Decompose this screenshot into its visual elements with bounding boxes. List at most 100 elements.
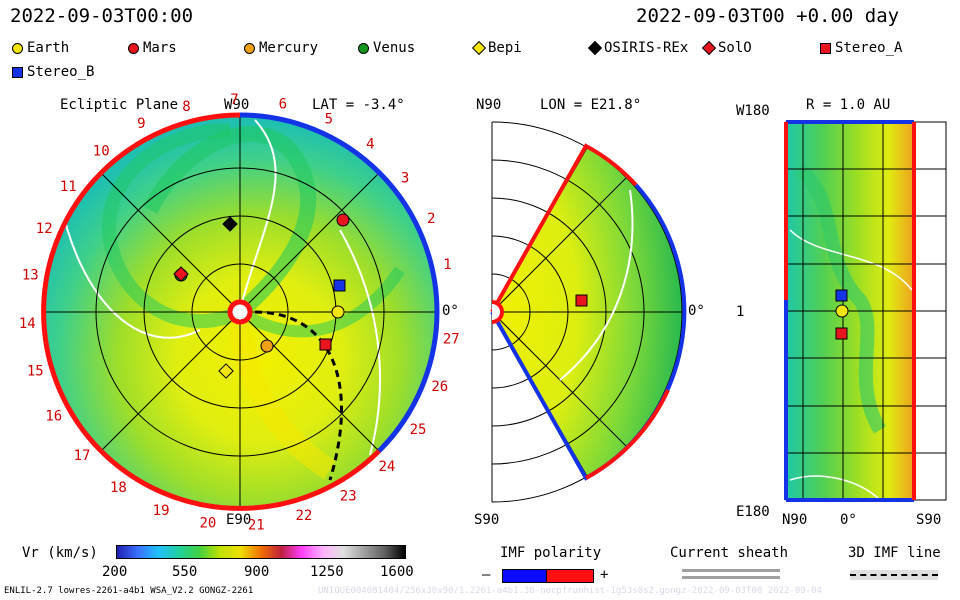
colorbar-label: Vr (km/s) [22,545,98,561]
map-x-right: S90 [916,512,942,528]
spiral-arm [101,123,243,329]
legend-earth: Earth [12,40,69,56]
spiral-arm [142,125,317,319]
earth-marker [835,304,849,318]
longitude-tick-label: 4 [366,137,374,153]
imf-polarity-label: IMF polarity [500,545,602,561]
legend-solo: SolO [701,40,752,56]
model-footer: ENLIL-2.7 lowres-2261-a4b1 WSA_V2.2 GONG… [4,586,254,596]
ecliptic-right-label: 0° [442,303,459,319]
colorbar-tick: 900 [244,564,270,580]
colorbar-tick: 1250 [310,564,344,580]
solo-marker [173,266,189,282]
longitude-tick-label: 15 [27,364,44,380]
sun-icon [227,299,253,325]
map-x-mid: 0° [840,512,857,528]
imf-negative-swatch [502,569,548,583]
stereo-a-marker [835,327,848,340]
legend-mars: Mars [128,40,177,56]
start-time: 2022-09-03T00:00 [10,5,194,27]
longitude-tick-label: 11 [60,179,77,195]
current-sheath-swatch [682,576,780,579]
longitude-tick-label: 18 [110,480,127,496]
longitude-tick-label: 10 [93,143,110,159]
meridional-edge-red [490,143,638,313]
ecliptic-lat: LAT = -3.4° [312,97,405,113]
outer-ring-blue [239,112,440,453]
current-sheath-line [239,119,277,311]
meridional-top-label: N90 [476,97,502,113]
meridional-lon: LON = E21.8° [540,97,642,113]
longitude-tick-label: 3 [401,170,409,186]
map-radius: R = 1.0 AU [806,97,891,113]
elapsed-time: 2022-09-03T00 +0.00 day [636,5,900,27]
longitude-tick-label: 9 [137,116,145,132]
stereo-a-icon [820,42,831,54]
longitude-tick-label: 20 [199,516,216,532]
meridional-bottom-label: S90 [474,512,500,528]
meridional-edge-red [585,389,670,480]
map-bottom-label: E180 [736,504,770,520]
map-left-label: 1 [736,304,745,320]
ecliptic-bottom-label: E90 [226,512,252,528]
mars-marker [336,213,350,227]
current-sheath-line [559,189,634,381]
legend-venus: Venus [358,40,415,56]
stereo-b-icon [12,66,23,78]
colorbar-tick: 1600 [380,564,414,580]
sun-icon [491,300,504,324]
colorbar-tick: 200 [102,564,128,580]
longitude-tick-label: 21 [248,517,265,533]
longitude-tick-label: 22 [295,508,312,524]
legend-stereo-b: Stereo_B [12,64,94,80]
imf-line-3d [254,310,343,481]
longitude-tick-label: 27 [443,332,460,348]
current-sheath-line [59,199,201,339]
stereo-b-marker [333,279,346,292]
longitude-tick-label: 1 [443,257,451,273]
ecliptic-top-label: W90 [224,97,250,113]
longitude-tick-label: 17 [74,448,91,464]
imf-3d-swatch [850,574,938,576]
venus-icon [358,42,369,54]
longitude-tick-label: 6 [279,96,287,112]
imf-plus: + [600,567,609,583]
osiris-rex-marker [222,216,238,232]
longitude-tick-label: 23 [340,489,357,505]
longitude-tick-label: 5 [325,111,333,127]
legend-mercury: Mercury [244,40,318,56]
current-sheath-label: Current sheath [670,545,789,561]
longitude-tick-label: 25 [410,422,427,438]
colorbar [116,545,406,559]
map-x-left: N90 [782,512,808,528]
current-sheath-line [789,229,913,291]
map-top-label: W180 [736,103,770,119]
longitude-tick-label: 12 [36,221,53,237]
stereo-b-marker [835,289,848,302]
longitude-tick-label: 16 [45,409,62,425]
map-stripe [795,164,887,434]
imf-3d-label: 3D IMF line [848,545,941,561]
longitude-tick-label: 2 [427,211,435,227]
stereo-a-marker [319,338,332,351]
bepi-marker [218,363,234,379]
current-sheath-line [789,475,881,501]
colorbar-tick: 550 [172,564,198,580]
imf-minus: – [482,567,491,583]
earth-icon [12,42,23,54]
meridional-right-label: 0° [688,303,705,319]
outer-ring-red [41,112,381,511]
run-id-footer: UNIQUE004081404/256x30x90/1.2261-a4b1.36… [318,586,822,596]
imf-positive-swatch [546,569,594,583]
legend-bepi: Bepi [471,40,522,56]
longitude-tick-label: 19 [153,503,170,519]
legend-stereo-a: Stereo_A [820,40,902,56]
longitude-tick-label: 14 [19,316,36,332]
spiral-arm [236,266,405,338]
ecliptic-title: Ecliptic Plane [60,97,179,113]
mercury-marker [260,339,274,353]
ecliptic-objects [173,213,350,379]
current-sheath-swatch [682,569,780,572]
